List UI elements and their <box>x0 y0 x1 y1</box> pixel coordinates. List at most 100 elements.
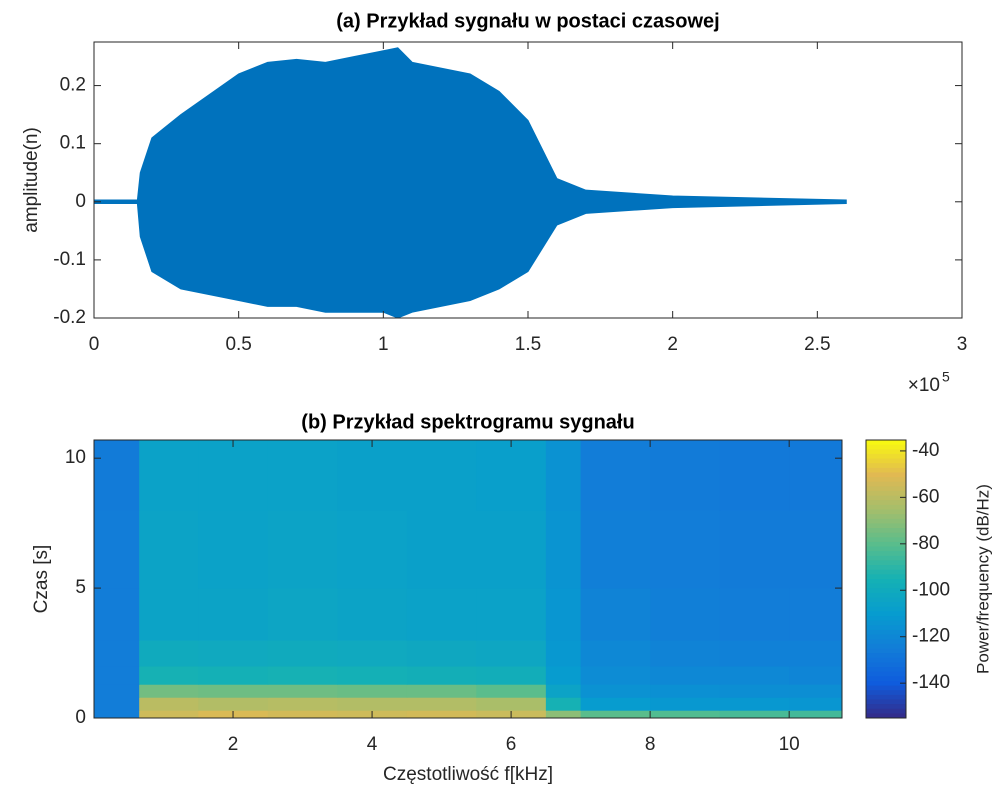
colorbar-segment <box>866 616 906 622</box>
colorbar-segment <box>866 694 906 700</box>
heatmap-cell <box>789 666 843 685</box>
x-tick-label: 1 <box>378 334 389 355</box>
heatmap-cell <box>337 640 408 667</box>
colorbar-segment <box>866 671 906 677</box>
y-tick-label: 0.2 <box>60 75 86 96</box>
heatmap-cell <box>198 640 269 667</box>
colorbar-segment <box>866 504 906 510</box>
y-tick-label: 10 <box>65 447 86 468</box>
colorbar-segment <box>866 639 906 645</box>
colorbar-segment <box>866 467 906 473</box>
heatmap-cell <box>650 640 721 667</box>
heatmap-cell <box>94 666 140 685</box>
heatmap-cell <box>139 684 199 698</box>
chart-title: (a) Przykład sygnału w postaci czasowej <box>336 10 719 32</box>
heatmap-cell <box>719 440 790 511</box>
heatmap-cell <box>650 710 721 719</box>
colorbar-segment <box>866 690 906 696</box>
heatmap-cell <box>139 640 199 667</box>
colorbar-segment <box>866 444 906 450</box>
heatmap-cell <box>267 697 338 711</box>
colorbar-segment <box>866 667 906 673</box>
colorbar-segment <box>866 680 906 687</box>
x-tick-label: 2 <box>667 334 678 355</box>
heatmap-cell <box>198 697 269 711</box>
y-tick-label: 5 <box>75 577 86 598</box>
colorbar-segment <box>866 546 906 552</box>
colorbar-segment <box>866 611 906 617</box>
heatmap-cell <box>545 666 582 685</box>
heatmap-cell <box>94 510 140 589</box>
colorbar-segment <box>866 514 906 520</box>
heatmap-cell <box>406 640 477 667</box>
y-tick-label: 0.1 <box>60 133 86 154</box>
colorbar-segment <box>866 625 906 631</box>
colorbar-segment <box>866 569 906 575</box>
colorbar-segment <box>866 532 906 538</box>
heatmap-cell <box>337 510 408 589</box>
colorbar-segment <box>866 528 906 534</box>
heatmap-cell <box>94 588 140 641</box>
colorbar-segment <box>866 560 906 566</box>
x-tick-label: 2.5 <box>804 334 830 355</box>
heatmap-cell <box>650 697 721 711</box>
heatmap-cell <box>198 440 269 511</box>
y-tick-label: 0 <box>75 191 86 212</box>
heatmap-cell <box>476 440 547 511</box>
colorbar-box <box>865 439 907 719</box>
heatmap-cell <box>545 588 582 641</box>
heatmap-cell <box>650 440 721 511</box>
heatmap-cell <box>267 640 338 667</box>
heatmap-cell <box>476 640 547 667</box>
heatmap-cell <box>198 666 269 685</box>
colorbar-segment <box>866 662 906 668</box>
heatmap-cell <box>476 684 547 698</box>
heatmap-cell <box>789 510 843 589</box>
heatmap-cell <box>337 666 408 685</box>
colorbar-segment <box>866 537 906 543</box>
heatmap-cell <box>139 440 199 511</box>
colorbar-segment <box>866 620 906 626</box>
heatmap-cell <box>719 588 790 641</box>
heatmap-cell <box>267 588 338 641</box>
heatmap-cell <box>476 588 547 641</box>
x-multiplier-exponent: 5 <box>942 369 950 385</box>
heatmap-cell <box>198 510 269 589</box>
colorbar-segment <box>866 648 906 654</box>
x-tick-label: 10 <box>779 734 800 755</box>
x-multiplier: ×10 <box>908 375 940 396</box>
colorbar-segment <box>866 523 906 529</box>
colorbar-segment <box>866 704 906 710</box>
x-tick-label: 3 <box>957 334 968 355</box>
colorbar-segment <box>866 676 906 682</box>
heatmap-cell <box>580 684 651 698</box>
colorbar-segment <box>866 518 906 524</box>
y-axis-label: Czas [s] <box>31 545 52 614</box>
heatmap-cell <box>476 666 547 685</box>
colorbar-segment <box>866 579 906 585</box>
heatmap-cell <box>94 440 140 511</box>
y-tick-label: 0 <box>75 707 86 728</box>
heatmap-cell <box>545 697 582 711</box>
heatmap-cell <box>406 510 477 589</box>
heatmap-cell <box>406 710 477 719</box>
heatmap-cell <box>267 684 338 698</box>
heatmap-cell <box>580 697 651 711</box>
colorbar-segment <box>866 583 906 589</box>
heatmap-cell <box>545 640 582 667</box>
heatmap-cell <box>406 666 477 685</box>
heatmap-cell <box>789 440 843 511</box>
heatmap-cell <box>267 666 338 685</box>
colorbar-segment <box>866 486 906 492</box>
heatmap-cell <box>139 588 199 641</box>
heatmap-cell <box>337 684 408 698</box>
colorbar-segment <box>866 634 906 640</box>
colorbar-segment <box>866 472 906 478</box>
heatmap-cell <box>545 684 582 698</box>
colorbar-segment <box>866 597 906 603</box>
colorbar-segment <box>866 477 906 483</box>
y-tick-label: -0.1 <box>53 249 86 270</box>
heatmap-cell <box>198 588 269 641</box>
heatmap-cell <box>545 440 582 511</box>
